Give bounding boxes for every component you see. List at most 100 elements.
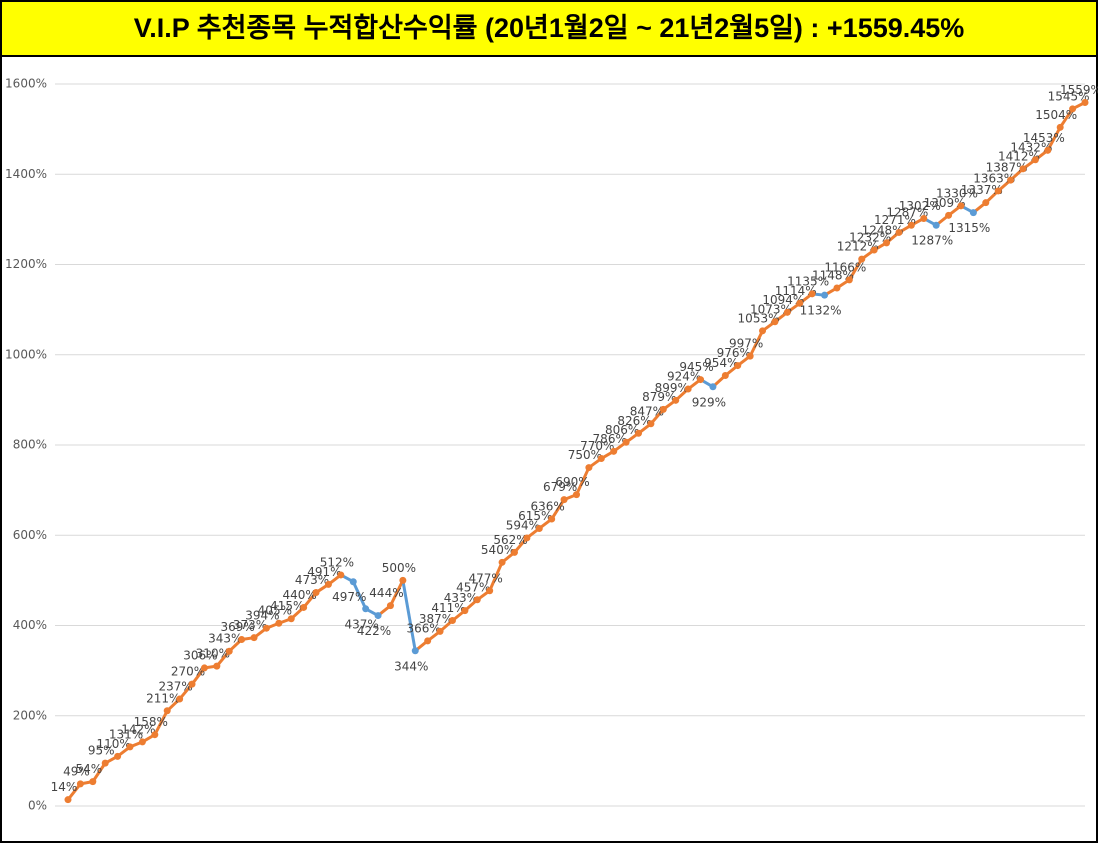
y-tick-label: 0% — [28, 799, 47, 813]
y-tick-label: 800% — [13, 438, 47, 452]
point — [176, 695, 184, 703]
point — [498, 558, 506, 566]
point — [845, 276, 853, 284]
point — [858, 255, 866, 263]
data-label: 1132% — [800, 304, 842, 318]
data-label: 1166% — [824, 260, 866, 274]
data-label: 49% — [63, 764, 90, 778]
line-segment — [351, 581, 368, 610]
data-label: 847% — [630, 404, 664, 418]
data-label: 405% — [258, 604, 292, 618]
point — [188, 680, 196, 688]
point — [89, 778, 97, 786]
data-label: 1232% — [849, 231, 891, 245]
point — [994, 187, 1002, 195]
point — [337, 571, 345, 579]
point — [163, 707, 171, 715]
data-label: 945% — [679, 360, 713, 374]
data-label: 540% — [481, 543, 515, 557]
point — [969, 209, 977, 217]
data-label: 142% — [121, 722, 155, 736]
point — [796, 299, 804, 307]
y-tick-label: 1200% — [5, 257, 47, 271]
line-segment — [401, 580, 417, 652]
data-label: 1094% — [762, 293, 804, 307]
line-segment — [91, 762, 107, 783]
data-label: 1073% — [750, 302, 792, 316]
point — [672, 396, 680, 404]
data-label: 422% — [357, 624, 391, 638]
data-label: 394% — [245, 609, 279, 623]
data-label: 211% — [146, 691, 180, 705]
point — [610, 447, 618, 455]
point — [374, 612, 382, 620]
data-label: 1504% — [1035, 108, 1077, 122]
data-label: 433% — [444, 591, 478, 605]
point — [573, 491, 580, 499]
data-label: 750% — [568, 448, 602, 462]
data-label: 270% — [171, 665, 205, 679]
point — [647, 420, 655, 428]
point — [126, 743, 134, 751]
point — [907, 221, 915, 229]
data-label: 237% — [158, 680, 192, 694]
point — [1081, 99, 1089, 107]
data-label: 786% — [593, 432, 627, 446]
y-tick-label: 600% — [13, 528, 47, 542]
point — [771, 318, 779, 326]
point — [734, 362, 742, 370]
data-label: 1248% — [862, 223, 904, 237]
point — [486, 587, 494, 595]
point — [759, 327, 767, 335]
point — [622, 438, 630, 446]
data-label: 1287% — [886, 206, 928, 220]
data-label: 440% — [282, 588, 316, 602]
point — [114, 752, 122, 760]
y-tick-label: 400% — [13, 618, 47, 632]
point — [1007, 176, 1015, 184]
point — [883, 239, 891, 247]
data-label: 131% — [109, 727, 143, 741]
data-label: 473% — [295, 573, 329, 587]
point — [349, 578, 357, 586]
data-label: 444% — [369, 586, 403, 600]
data-label: 110% — [96, 737, 130, 751]
data-label: 437% — [345, 617, 379, 631]
point — [1056, 123, 1064, 131]
line-segment — [153, 710, 169, 736]
point — [1069, 105, 1077, 113]
title-bar — [0, 0, 1098, 57]
data-label: 1412% — [998, 149, 1040, 163]
point — [1031, 156, 1039, 164]
point — [585, 464, 593, 472]
data-label: 594% — [506, 518, 540, 532]
point — [312, 589, 320, 597]
point — [821, 291, 829, 299]
data-label: 899% — [655, 381, 689, 395]
data-label: 369% — [220, 620, 254, 634]
line-segment — [389, 579, 405, 607]
point — [473, 596, 481, 604]
point — [870, 246, 878, 254]
data-label: 1287% — [911, 234, 953, 248]
point — [101, 759, 109, 767]
point — [238, 635, 246, 643]
data-label: 1114% — [775, 284, 817, 298]
data-label: 1135% — [787, 274, 829, 288]
chart-title: V.I.P 추천종목 누적합산수익률 (20년1월2일 ~ 21년2월5일) :… — [134, 13, 965, 43]
point — [250, 634, 258, 642]
y-tick-label: 1600% — [5, 77, 47, 91]
data-label: 1271% — [874, 213, 916, 227]
point — [746, 352, 754, 360]
data-label: 158% — [134, 715, 168, 729]
data-label: 477% — [469, 571, 503, 585]
point — [1044, 146, 1052, 154]
point — [709, 383, 717, 391]
data-label: 95% — [88, 744, 115, 758]
point — [213, 662, 221, 670]
data-label: 373% — [233, 618, 267, 632]
point — [684, 385, 692, 393]
data-label: 366% — [407, 621, 441, 635]
